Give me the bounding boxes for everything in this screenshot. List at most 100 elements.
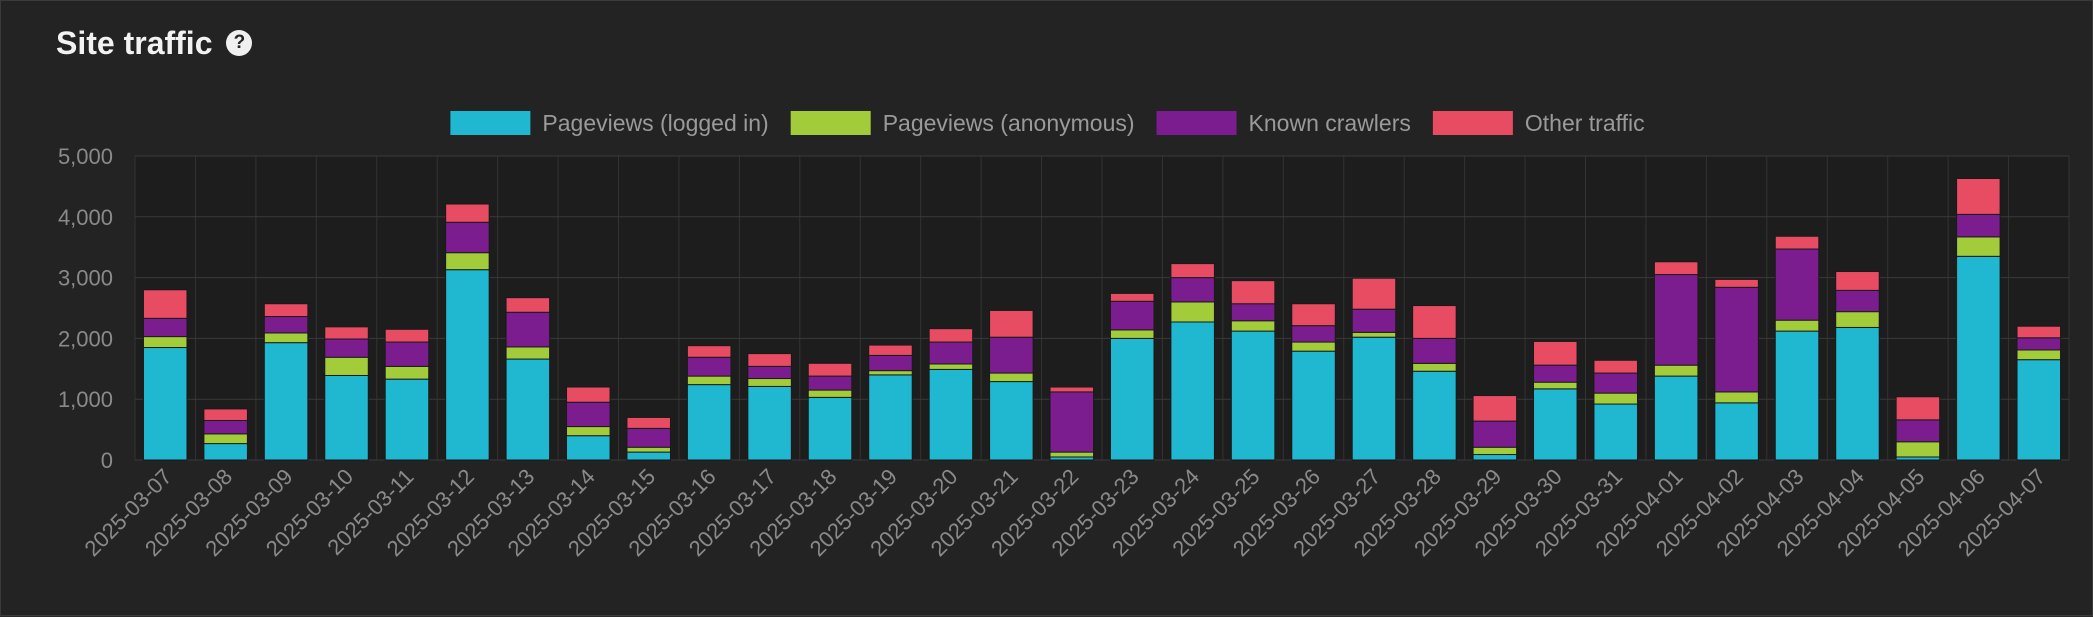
bar-segment[interactable] — [384, 328, 430, 343]
bar-segment[interactable] — [1774, 330, 1820, 461]
bar-segment[interactable] — [142, 347, 188, 461]
bar-segment[interactable] — [686, 356, 732, 377]
bar-segment[interactable] — [324, 374, 369, 461]
bar-segment[interactable] — [445, 269, 490, 461]
bar-segment[interactable] — [1533, 381, 1578, 390]
bar-segment[interactable] — [807, 375, 853, 391]
bar-segment[interactable] — [445, 221, 490, 254]
bar-segment[interactable] — [1472, 395, 1518, 422]
bar-segment[interactable] — [1956, 177, 2001, 215]
bar-segment[interactable] — [747, 385, 792, 461]
legend-item[interactable]: Pageviews (logged in) — [450, 110, 769, 136]
bar-segment[interactable] — [566, 401, 611, 428]
bar-segment[interactable] — [505, 297, 551, 313]
bar-segment[interactable] — [1956, 236, 2001, 257]
bar-segment[interactable] — [1109, 337, 1155, 461]
legend-item[interactable]: Pageviews (anonymous) — [790, 110, 1135, 136]
bar-segment[interactable] — [928, 363, 974, 370]
bar-segment[interactable] — [626, 416, 671, 429]
bar-segment[interactable] — [1049, 391, 1095, 453]
bar-segment[interactable] — [1593, 372, 1638, 394]
bar-segment[interactable] — [1351, 336, 1397, 461]
bar-segment[interactable] — [1835, 326, 1880, 461]
bar-segment[interactable] — [1109, 300, 1155, 331]
bar-segment[interactable] — [807, 389, 853, 398]
bar-segment[interactable] — [1472, 446, 1518, 456]
bar-segment[interactable] — [1593, 359, 1638, 374]
bar-segment[interactable] — [142, 336, 188, 349]
bar-segment[interactable] — [263, 342, 309, 461]
bar-segment[interactable] — [384, 365, 430, 380]
bar-segment[interactable] — [445, 252, 490, 271]
bar-segment[interactable] — [1835, 271, 1880, 291]
bar-segment[interactable] — [1412, 305, 1457, 339]
bar-segment[interactable] — [1714, 391, 1759, 404]
bar-segment[interactable] — [989, 372, 1034, 383]
bar-segment[interactable] — [566, 435, 611, 461]
bar-segment[interactable] — [1412, 337, 1457, 364]
bar-segment[interactable] — [1291, 325, 1336, 343]
bar-segment[interactable] — [928, 328, 974, 343]
bar-segment[interactable] — [686, 375, 732, 386]
bar-segment[interactable] — [989, 336, 1034, 374]
bar-segment[interactable] — [263, 332, 309, 344]
legend-item[interactable]: Other traffic — [1432, 110, 1645, 136]
bar-segment[interactable] — [807, 362, 853, 377]
bar-segment[interactable] — [1895, 396, 1941, 421]
bar-segment[interactable] — [324, 338, 369, 358]
bar-segment[interactable] — [1472, 454, 1518, 461]
bar-segment[interactable] — [1774, 319, 1820, 332]
bar-segment[interactable] — [1533, 364, 1578, 383]
bar-segment[interactable] — [2016, 337, 2062, 351]
bar-segment[interactable] — [1230, 303, 1276, 322]
bar-segment[interactable] — [1533, 388, 1578, 461]
bar-segment[interactable] — [868, 344, 913, 356]
bar-segment[interactable] — [1835, 289, 1880, 313]
bar-segment[interactable] — [1533, 340, 1578, 366]
bar-segment[interactable] — [505, 346, 551, 360]
bar-segment[interactable] — [203, 408, 248, 421]
bar-segment[interactable] — [1956, 255, 2001, 461]
bar-segment[interactable] — [2016, 349, 2062, 361]
bar-segment[interactable] — [324, 356, 369, 376]
bar-segment[interactable] — [142, 289, 188, 319]
bar-segment[interactable] — [1049, 451, 1095, 458]
bar-segment[interactable] — [626, 451, 671, 461]
bar-segment[interactable] — [1653, 375, 1699, 461]
bar-segment[interactable] — [1653, 261, 1699, 276]
bar-segment[interactable] — [2016, 359, 2062, 461]
bar-segment[interactable] — [868, 354, 913, 372]
bar-segment[interactable] — [263, 303, 309, 318]
bar-segment[interactable] — [1109, 292, 1155, 302]
bar-segment[interactable] — [989, 381, 1034, 461]
bar-segment[interactable] — [384, 341, 430, 367]
bar-segment[interactable] — [445, 203, 490, 223]
bar-segment[interactable] — [868, 370, 913, 376]
bar-segment[interactable] — [1412, 362, 1457, 372]
bar-segment[interactable] — [807, 396, 853, 461]
bar-segment[interactable] — [263, 316, 309, 334]
bar-segment[interactable] — [1351, 308, 1397, 333]
bar-segment[interactable] — [566, 386, 611, 403]
bar-segment[interactable] — [1835, 311, 1880, 328]
bar-segment[interactable] — [626, 446, 671, 453]
bar-segment[interactable] — [1895, 441, 1941, 458]
bar-segment[interactable] — [1049, 386, 1095, 393]
bar-segment[interactable] — [1170, 301, 1215, 323]
bar-segment[interactable] — [1653, 364, 1699, 377]
bar-segment[interactable] — [1351, 331, 1397, 338]
bar-segment[interactable] — [505, 311, 551, 348]
bar-segment[interactable] — [686, 384, 732, 461]
bar-segment[interactable] — [203, 419, 248, 435]
bar-segment[interactable] — [928, 341, 974, 365]
bar-segment[interactable] — [747, 365, 792, 380]
bar-segment[interactable] — [1593, 392, 1638, 405]
bar-segment[interactable] — [1593, 403, 1638, 461]
bar-segment[interactable] — [1291, 303, 1336, 327]
bar-segment[interactable] — [1774, 248, 1820, 321]
bar-segment[interactable] — [324, 326, 369, 340]
bar-segment[interactable] — [1412, 370, 1457, 461]
bar-segment[interactable] — [1291, 341, 1336, 352]
bar-segment[interactable] — [747, 378, 792, 387]
bar-segment[interactable] — [1230, 330, 1276, 461]
